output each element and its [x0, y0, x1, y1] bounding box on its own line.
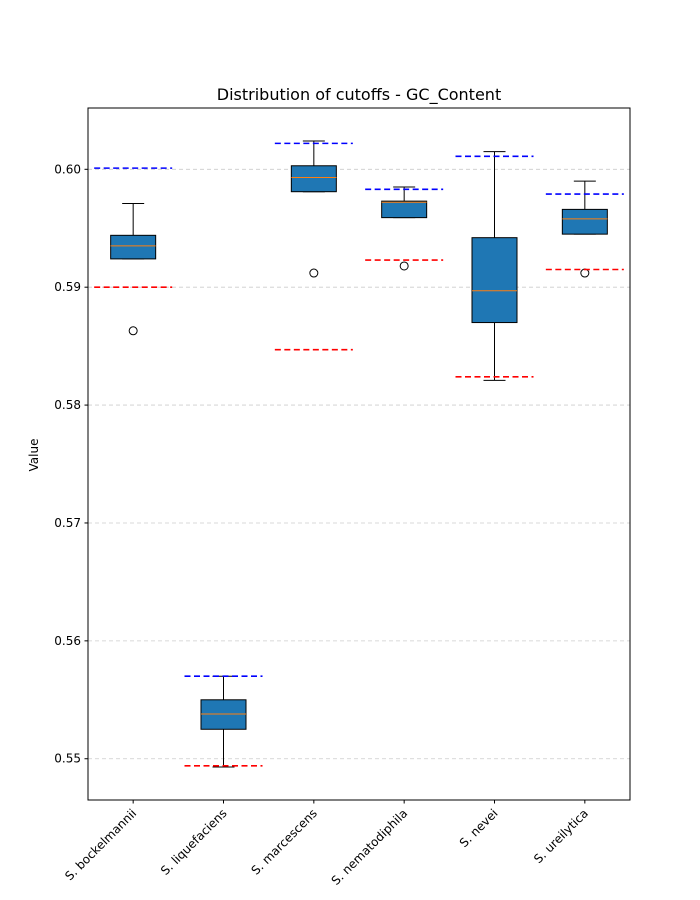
- box: [471, 237, 518, 324]
- outlier-point: [399, 261, 409, 271]
- box: [381, 200, 428, 219]
- boxes-layer: [94, 140, 624, 768]
- box: [561, 208, 608, 235]
- grid-lines: [88, 168, 630, 760]
- y-tick-label: 0.56: [54, 634, 81, 648]
- outlier-point: [309, 268, 319, 278]
- chart-title: Distribution of cutoffs - GC_Content: [217, 85, 501, 105]
- y-axis-label: Value: [27, 439, 41, 472]
- y-tick-label: 0.58: [54, 398, 81, 412]
- box: [290, 165, 337, 193]
- y-tick-label: 0.57: [54, 516, 81, 530]
- box: [200, 699, 247, 730]
- plot-frame: [87, 107, 631, 801]
- outlier-point: [128, 326, 138, 336]
- y-tick-label: 0.59: [54, 280, 81, 294]
- y-tick-label: 0.60: [54, 162, 81, 176]
- y-tick-label: 0.55: [54, 752, 81, 766]
- box: [110, 234, 157, 260]
